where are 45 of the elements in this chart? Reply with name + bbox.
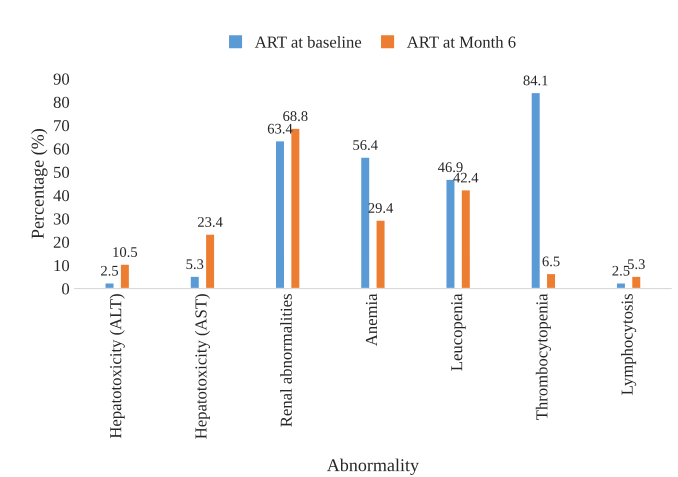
y-tick-label: 80: [54, 96, 70, 108]
data-label: 68.8: [283, 111, 308, 122]
x-tick-label: Thrombocytopenia: [536, 294, 551, 420]
bar: [530, 92, 542, 289]
x-tick-label: Anemia: [366, 294, 378, 346]
data-label: 6.5: [542, 256, 560, 266]
y-tick-label: 70: [54, 120, 70, 132]
y-tick-label: 0: [62, 283, 70, 295]
data-label: 2.5: [612, 266, 630, 276]
data-label: 56.4: [353, 140, 378, 150]
legend-label: ART at baseline: [254, 36, 362, 48]
y-axis-title: Percentage (%): [31, 129, 48, 239]
data-label: 84.1: [523, 75, 548, 86]
data-label: 42.4: [453, 172, 478, 183]
bar: [375, 219, 386, 289]
x-tick-label: Lymphocytosis: [621, 294, 636, 395]
y-tick-label: 90: [54, 73, 70, 85]
bar: [204, 233, 216, 289]
bar: [616, 282, 626, 289]
y-tick-label: 30: [54, 213, 70, 225]
x-tick-label: Renal abnormalities: [280, 294, 292, 427]
x-axis-title: Abnormality: [326, 458, 419, 476]
y-tick-label: 40: [53, 190, 70, 202]
y-tick-label: 50: [54, 166, 70, 178]
x-tick-label: Hepatotoxicity (AST): [194, 294, 210, 439]
bar: [189, 276, 200, 289]
bar: [546, 272, 556, 289]
legend-label: ART at Month 6: [406, 36, 516, 48]
x-tick-label: Leucopenia: [451, 294, 466, 371]
data-label: 46.9: [438, 162, 463, 172]
bar: [460, 189, 472, 289]
bar: [119, 263, 130, 289]
bar: [630, 276, 642, 289]
bar: [104, 282, 115, 289]
data-label: 2.5: [101, 266, 118, 276]
data-label: 10.5: [113, 247, 138, 258]
data-label: 5.3: [186, 259, 204, 270]
bar: [274, 140, 286, 289]
y-tick-label: 10: [54, 260, 70, 272]
data-label: 63.4: [268, 124, 293, 134]
y-tick-label: 20: [54, 236, 70, 248]
data-label: 23.4: [198, 217, 223, 227]
x-tick-label: Hepatotoxicity (ALT): [110, 294, 125, 438]
y-tick-label: 60: [54, 143, 70, 155]
data-label: 5.3: [628, 259, 645, 270]
